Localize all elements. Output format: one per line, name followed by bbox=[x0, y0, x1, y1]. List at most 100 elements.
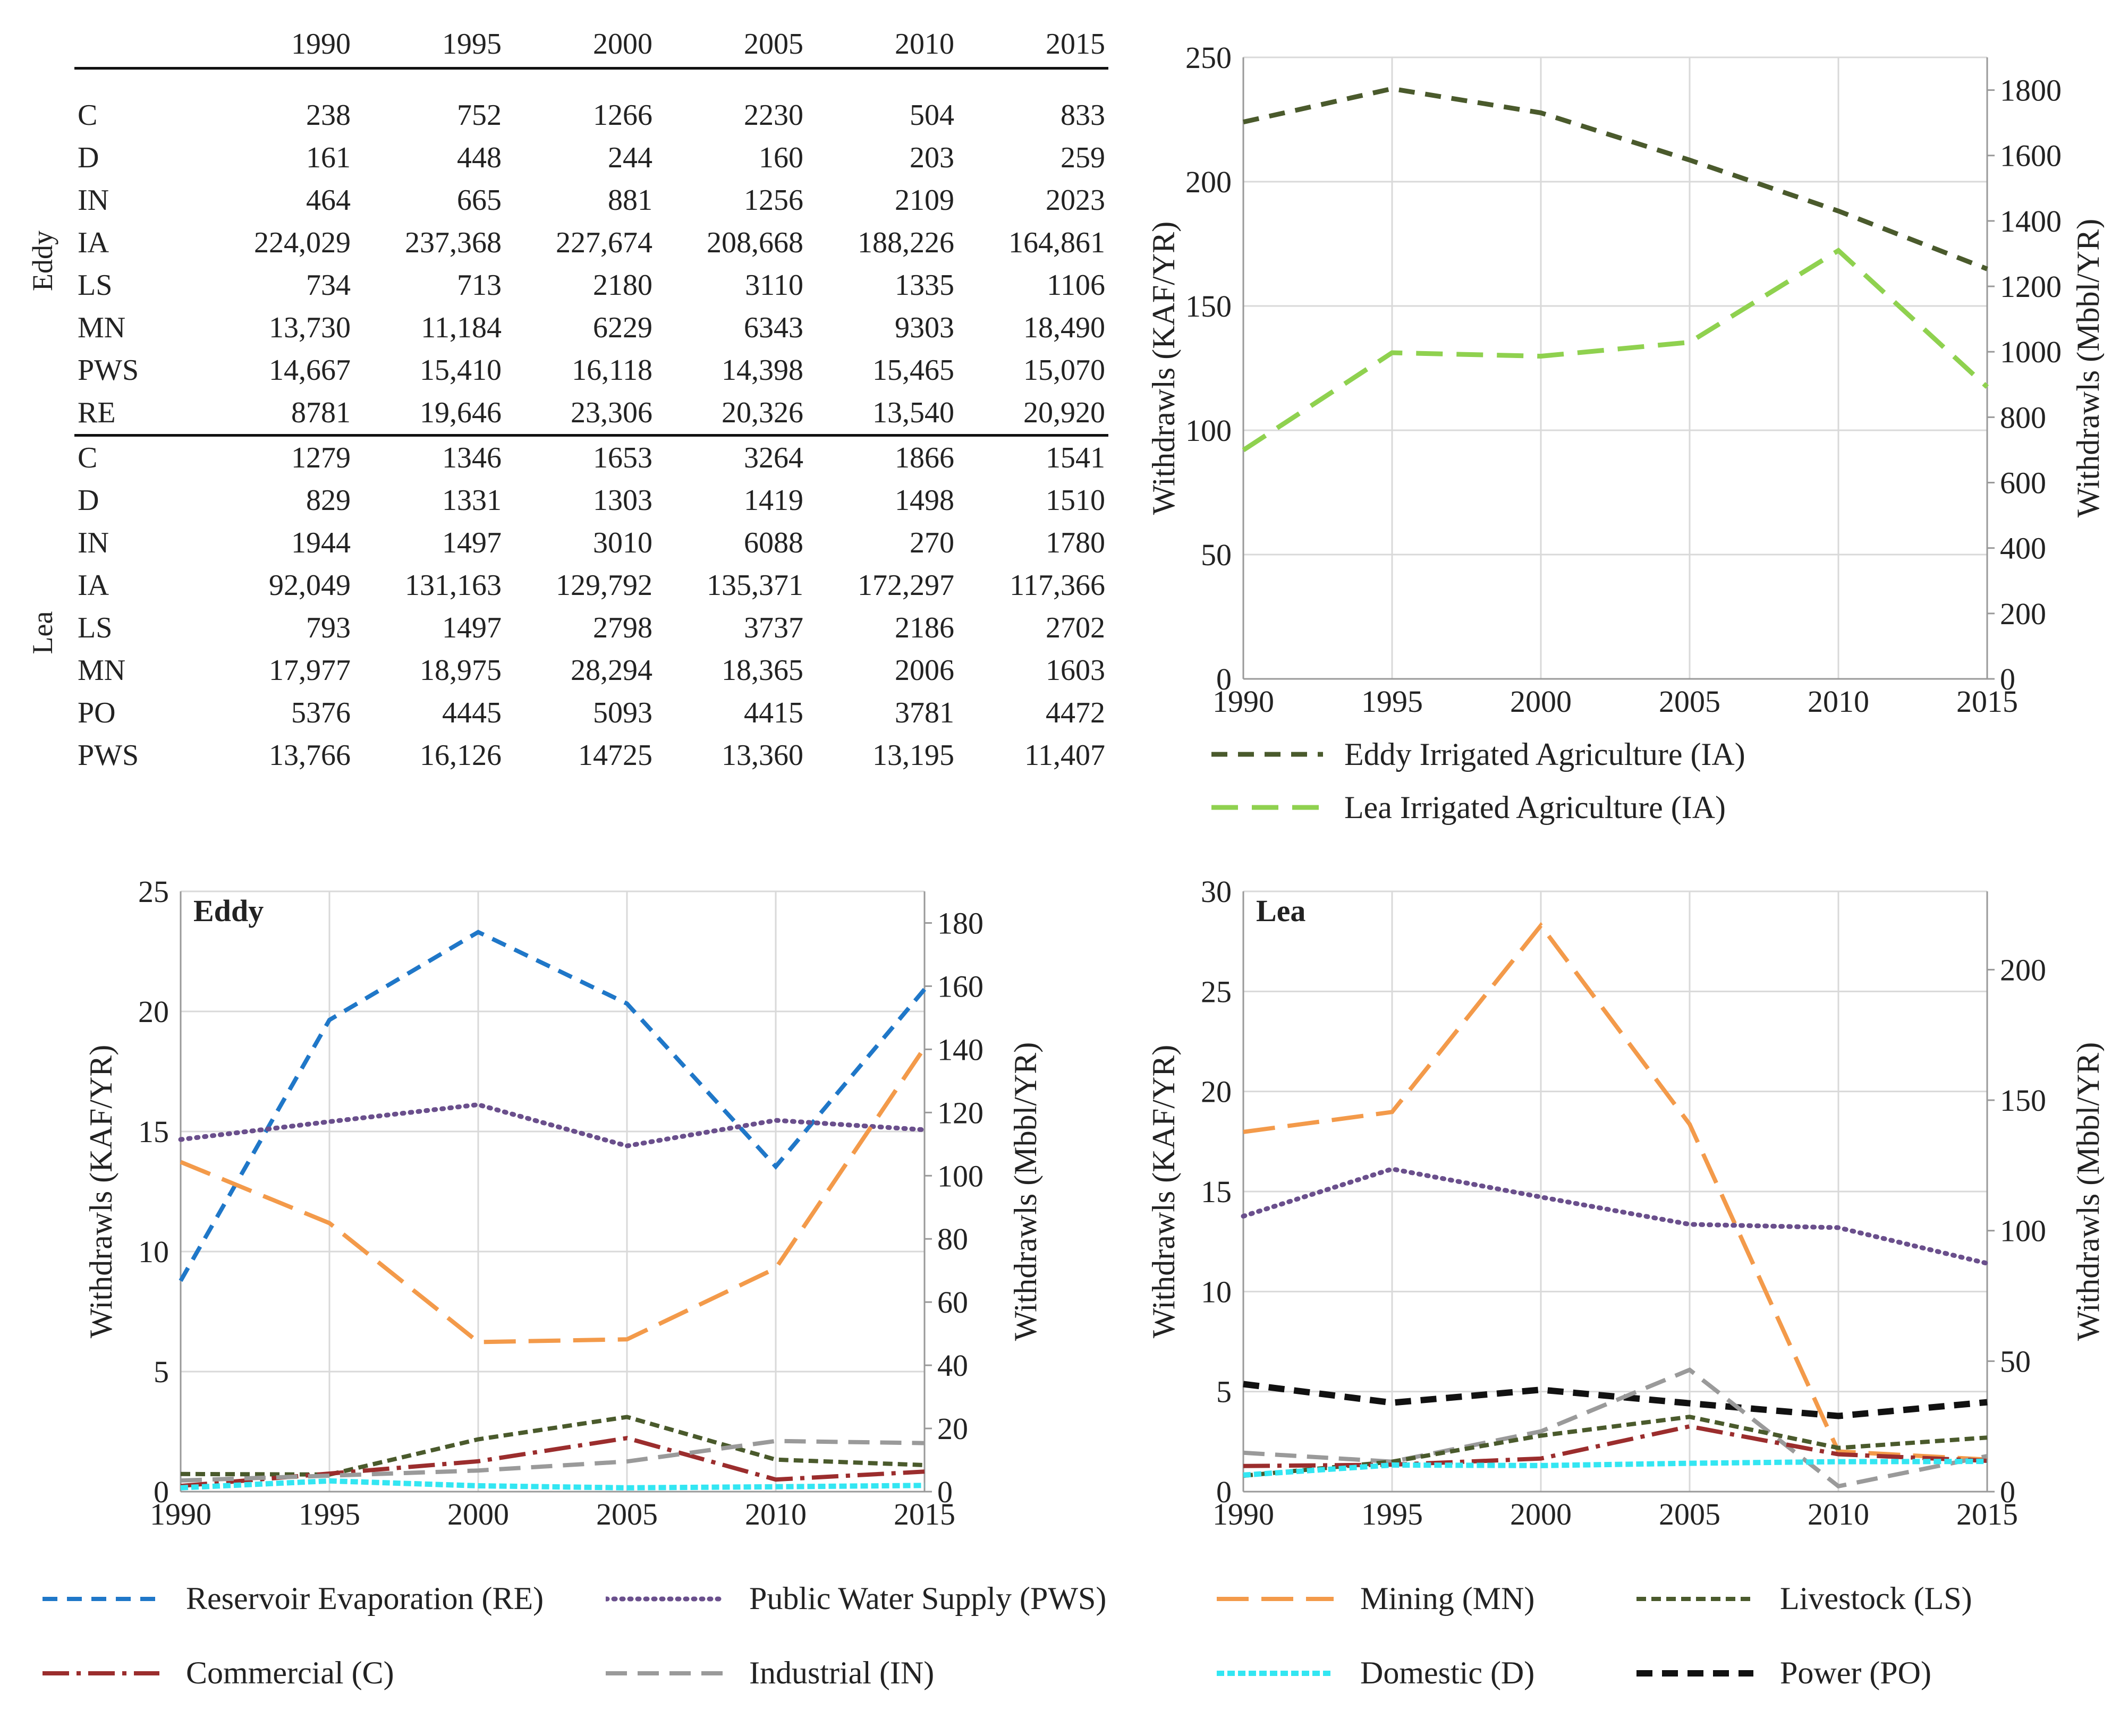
row-label: PWS bbox=[78, 739, 139, 772]
legend-swatch bbox=[43, 1671, 159, 1675]
right-tick-label: 120 bbox=[937, 1095, 983, 1130]
legend-item-d: Domestic (D) bbox=[1217, 1655, 1534, 1691]
right-tick-label: 150 bbox=[2000, 1083, 2046, 1118]
table-cell: 2006 bbox=[895, 654, 954, 687]
grid bbox=[1242, 56, 1988, 680]
row-label: RE bbox=[78, 396, 116, 429]
table-cell: 1498 bbox=[895, 484, 954, 517]
table-row: IN 1944 1497 3010 6088 270 1780 bbox=[74, 522, 1108, 564]
right-tick-label: 100 bbox=[2000, 1214, 2046, 1248]
table-header-row: 1990 1995 2000 2005 2010 2015 bbox=[74, 21, 1108, 70]
legend-item: Lea Irrigated Agriculture (IA) bbox=[1211, 781, 2062, 834]
y-tick-label: 0 bbox=[1216, 1475, 1232, 1509]
table-cell: 92,049 bbox=[269, 569, 351, 602]
table-cell: 13,766 bbox=[269, 739, 351, 772]
right-axis-label: Withdrawls (Mbbl/YR) bbox=[2071, 219, 2104, 518]
chart-title: Lea bbox=[1256, 893, 1305, 928]
right-axis-label: Withdrawls (Mbbl/YR) bbox=[2071, 1042, 2104, 1341]
table-cell: 3010 bbox=[593, 526, 652, 559]
legend-swatch bbox=[1636, 1670, 1753, 1677]
table-row: IA 92,049 131,163 129,792 135,371 172,297 117,… bbox=[74, 564, 1108, 607]
table-cell: 793 bbox=[306, 611, 351, 644]
table-cell: 2798 bbox=[593, 611, 652, 644]
table-cell: 13,360 bbox=[722, 739, 803, 772]
withdrawals-table: 1990 1995 2000 2005 2010 2015 C 238 752 126… bbox=[74, 21, 1108, 777]
table-cell: 16,118 bbox=[572, 354, 652, 387]
table-row: C 238 752 1266 2230 504 833 bbox=[74, 94, 1108, 137]
right-tick-label: 0 bbox=[2000, 1475, 2015, 1509]
legend-swatch bbox=[1636, 1596, 1753, 1601]
x-tick-label: 1995 bbox=[1361, 1497, 1423, 1531]
table-cell: 3737 bbox=[744, 611, 803, 644]
right-tick-label: 200 bbox=[2000, 952, 2046, 987]
series-line-c bbox=[180, 1436, 925, 1488]
series-line-ls bbox=[1243, 1415, 1988, 1478]
table-cell: 238 bbox=[306, 99, 351, 132]
x-tick-label: 2005 bbox=[1659, 1497, 1720, 1531]
table-cell: 6343 bbox=[744, 311, 803, 344]
legend-label: Domestic (D) bbox=[1360, 1655, 1535, 1690]
right-tick-label: 1800 bbox=[2000, 73, 2062, 108]
table-cell: 1279 bbox=[203, 434, 354, 479]
y-axis-label: Withdrawls (KAF/YR) bbox=[83, 1045, 118, 1339]
table-cell: 203 bbox=[910, 141, 954, 174]
table-cell: 6229 bbox=[593, 311, 652, 344]
table-cell: 1335 bbox=[895, 269, 954, 302]
lea-chart: 1990 1995 2000 2005 2010 20150510152025300501… bbox=[1146, 874, 2104, 1531]
table-cell: 270 bbox=[910, 526, 954, 559]
table-cell: 1266 bbox=[593, 99, 652, 132]
legend-label: Commercial (C) bbox=[186, 1655, 394, 1690]
right-tick-label: 160 bbox=[937, 969, 983, 1003]
table-row: IA 224,029 237,368 227,674 208,668 188,226 164… bbox=[74, 222, 1108, 264]
right-tick-label: 200 bbox=[2000, 597, 2046, 631]
table-cell: 188,226 bbox=[858, 226, 954, 259]
column-header: 2000 bbox=[505, 21, 656, 70]
right-tick-label: 1000 bbox=[2000, 335, 2062, 369]
chart-title: Eddy bbox=[193, 893, 264, 928]
table-cell: 28,294 bbox=[571, 654, 652, 687]
x-tick-label: 2015 bbox=[894, 1497, 955, 1531]
table-cell: 8781 bbox=[291, 396, 351, 429]
table-cell: 1419 bbox=[744, 484, 803, 517]
right-axis-label: Withdrawls (Mbbl/YR) bbox=[1008, 1042, 1043, 1341]
column-header: 1995 bbox=[354, 21, 505, 70]
x-tick-label: 1995 bbox=[1361, 684, 1423, 719]
legend-label: Industrial (IN) bbox=[749, 1655, 935, 1690]
legend-swatch bbox=[43, 1596, 159, 1601]
x-tick-label: 2000 bbox=[1510, 684, 1572, 719]
table-cell: 829 bbox=[306, 484, 351, 517]
table-cell: 208,668 bbox=[707, 226, 803, 259]
table-cell: 2702 bbox=[1046, 611, 1105, 644]
table-cell: 15,070 bbox=[1023, 354, 1105, 387]
series-line-po bbox=[1243, 1381, 1988, 1419]
table-row: D 161 448 244 160 203 259 bbox=[74, 137, 1108, 179]
table-cell: 244 bbox=[608, 141, 652, 174]
table-cell: 752 bbox=[457, 99, 502, 132]
row-label: MN bbox=[78, 654, 126, 687]
legend-item-pws: Public Water Supply (PWS) bbox=[606, 1580, 1106, 1617]
y-tick-label: 0 bbox=[154, 1475, 169, 1509]
right-tick-label: 600 bbox=[2000, 466, 2046, 500]
x-tick-label: 2010 bbox=[1808, 1497, 1869, 1531]
right-tick-label: 1200 bbox=[2000, 269, 2062, 304]
y-tick-label: 30 bbox=[1201, 874, 1232, 909]
series-line-mn bbox=[1243, 922, 1988, 1462]
table-cell: 164,861 bbox=[1008, 226, 1105, 259]
table-cell: 13,195 bbox=[872, 739, 954, 772]
table-row: PWS 13,766 16,126 14725 13,360 13,195 11,407 bbox=[74, 734, 1108, 777]
y-tick-label: 100 bbox=[1185, 413, 1232, 448]
table-cell: 6088 bbox=[744, 526, 803, 559]
table-cell: 833 bbox=[1061, 99, 1105, 132]
table-row: PO 5376 4445 5093 4415 3781 4472 bbox=[74, 692, 1108, 734]
series-line-re bbox=[179, 930, 927, 1282]
x-tick-label: 2010 bbox=[745, 1497, 807, 1531]
row-label: IA bbox=[78, 226, 109, 259]
table-cell: 1780 bbox=[1046, 526, 1105, 559]
legend-swatch bbox=[1217, 1670, 1334, 1676]
y-tick-label: 50 bbox=[1201, 538, 1232, 572]
column-header: 1990 bbox=[203, 21, 354, 70]
y-tick-label: 15 bbox=[138, 1114, 169, 1149]
right-tick-label: 180 bbox=[937, 906, 983, 940]
table-cell: 1303 bbox=[593, 484, 652, 517]
grid bbox=[180, 890, 926, 1493]
